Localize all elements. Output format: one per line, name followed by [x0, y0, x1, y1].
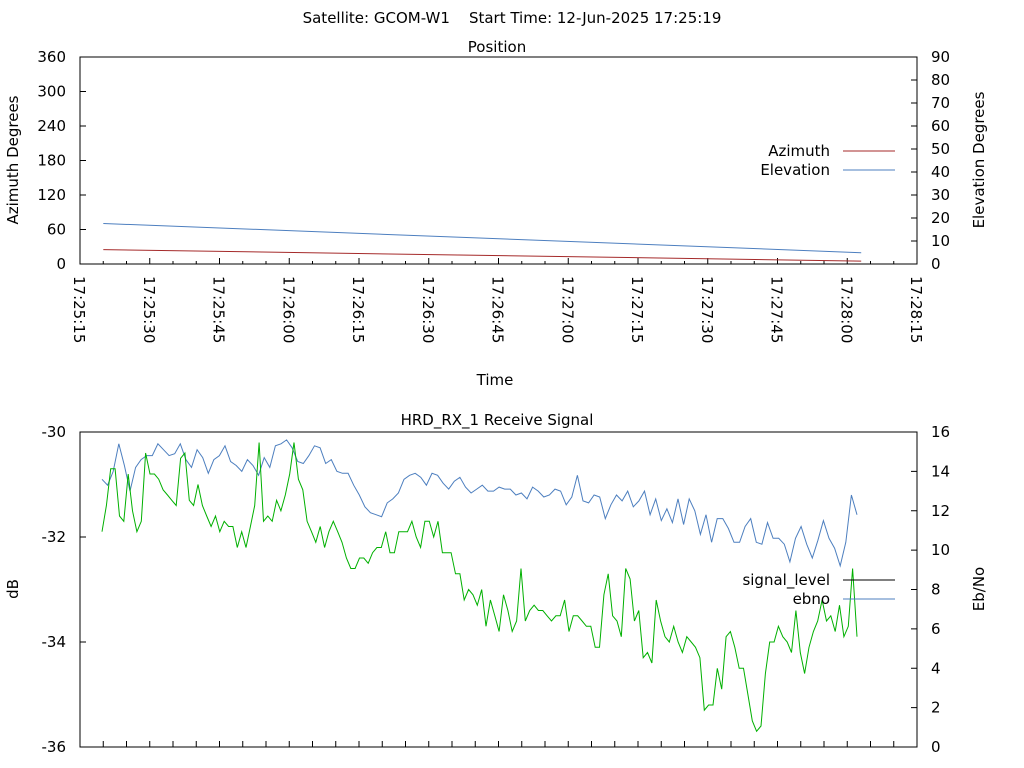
tick-label: 300 — [37, 83, 66, 101]
signal-legend: signal_level ebno — [742, 571, 895, 608]
tick-label: 10 — [931, 232, 950, 250]
tick-label: 17:26:00 — [279, 276, 297, 343]
tick-label: 240 — [37, 117, 66, 135]
signal-y-axis-label: dB — [4, 579, 22, 599]
tick-label: 17:27:45 — [768, 276, 786, 343]
position-y2-axis-label: Elevation Degrees — [970, 91, 988, 228]
tick-label: 17:28:15 — [907, 276, 925, 343]
series-line-green — [101, 442, 858, 733]
tick-label: 0 — [931, 255, 941, 273]
tick-label: 12 — [931, 502, 950, 520]
signal-chart: HRD_RX_1 Receive Signal -30-32-34-36 161… — [4, 411, 988, 756]
tick-label: 6 — [931, 620, 941, 638]
tick-label: 30 — [931, 186, 950, 204]
tick-label: 4 — [931, 659, 941, 677]
signal-plot-frame — [79, 431, 918, 748]
tick-label: 17:28:00 — [837, 276, 855, 343]
position-series — [103, 223, 862, 262]
signal-ebno-ticks: 16 14 12 10 8 6 4 2 0 — [911, 423, 950, 756]
tick-label: 17:27:30 — [698, 276, 716, 343]
tick-label: 17:25:30 — [140, 276, 158, 343]
position-legend: Azimuth Elevation — [760, 142, 895, 179]
figure-title: Satellite: GCOM-W1 Start Time: 12-Jun-20… — [303, 9, 722, 27]
tick-label: 2 — [931, 699, 941, 717]
position-y-axis-label: Azimuth Degrees — [4, 95, 22, 224]
legend-label-signal-level: signal_level — [742, 571, 830, 590]
tick-label: 180 — [37, 152, 66, 170]
tick-label: 40 — [931, 163, 950, 181]
legend-label-elevation: Elevation — [760, 161, 830, 179]
tick-label: 60 — [47, 221, 66, 239]
tick-label: 70 — [931, 94, 950, 112]
tick-label: 16 — [931, 423, 950, 441]
series-line-azimuth — [103, 249, 862, 262]
tick-label: -30 — [42, 423, 67, 441]
tick-label: 17:25:45 — [210, 276, 228, 343]
tick-label: 17:26:15 — [349, 276, 367, 343]
tick-label: 17:27:00 — [558, 276, 576, 343]
tick-label: 120 — [37, 186, 66, 204]
signal-series — [101, 439, 858, 733]
tick-label: 10 — [931, 541, 950, 559]
tick-label: 0 — [56, 255, 66, 273]
tick-label: 60 — [931, 117, 950, 135]
legend-label-ebno: ebno — [793, 590, 830, 608]
position-azimuth-ticks: 360 300 240 180 120 60 0 — [37, 48, 86, 273]
tick-label: 17:25:15 — [70, 276, 88, 343]
position-elevation-ticks: 90 80 70 60 50 40 30 20 10 0 — [911, 48, 950, 273]
signal-y2-axis-label: Eb/No — [970, 567, 988, 611]
series-line-elevation — [103, 223, 862, 254]
tick-label: 14 — [931, 462, 950, 480]
tick-label: -32 — [42, 528, 67, 546]
tick-label: 0 — [931, 738, 941, 756]
tick-label: 17:26:45 — [489, 276, 507, 343]
signal-db-ticks: -30 -32 -34 -36 — [42, 423, 86, 756]
tick-label: 8 — [931, 581, 941, 599]
tick-label: 20 — [931, 209, 950, 227]
tick-label: 360 — [37, 48, 66, 66]
tick-label: -36 — [42, 738, 67, 756]
position-chart-title: Position — [468, 38, 526, 56]
position-x-axis-label: Time — [476, 371, 514, 389]
signal-time-ticks — [79, 741, 918, 747]
tick-label: 50 — [931, 140, 950, 158]
tick-label: -34 — [42, 633, 67, 651]
tick-label: 80 — [931, 71, 950, 89]
legend-label-azimuth: Azimuth — [768, 142, 830, 160]
signal-chart-title: HRD_RX_1 Receive Signal — [401, 411, 594, 430]
tick-label: 17:26:30 — [419, 276, 437, 343]
tick-label: 17:27:15 — [628, 276, 646, 343]
tick-label: 90 — [931, 48, 950, 66]
series-line-ebno — [101, 439, 858, 568]
position-time-ticks: 17:25:15 17:25:30 17:25:45 17:26:00 17:26:15… — [70, 258, 925, 343]
